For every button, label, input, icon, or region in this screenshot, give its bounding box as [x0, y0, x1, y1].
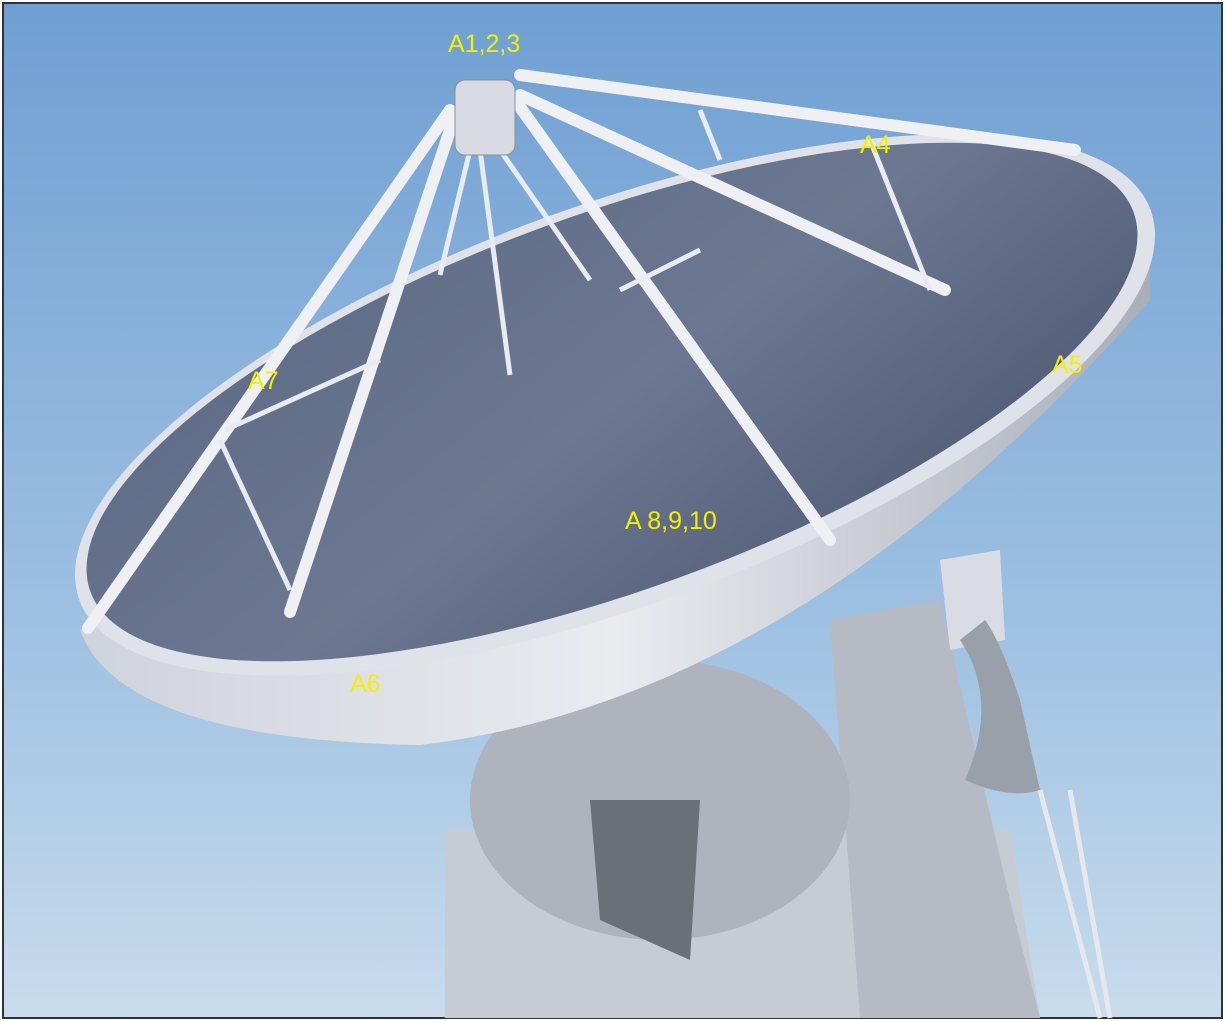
label: A6: [350, 670, 381, 698]
label: A5: [1052, 351, 1083, 379]
photo: A1,2,3 A4 A5 A7 A 8,9,10 A6: [0, 0, 1225, 1021]
label: A7: [248, 367, 279, 395]
label: A4: [860, 131, 891, 159]
label: A 8,9,10: [625, 507, 717, 535]
label: A1,2,3: [448, 30, 520, 58]
page: A1,2,3 A4 A5 A7 A 8,9,10 A6 (() => { con…: [0, 0, 1225, 1021]
